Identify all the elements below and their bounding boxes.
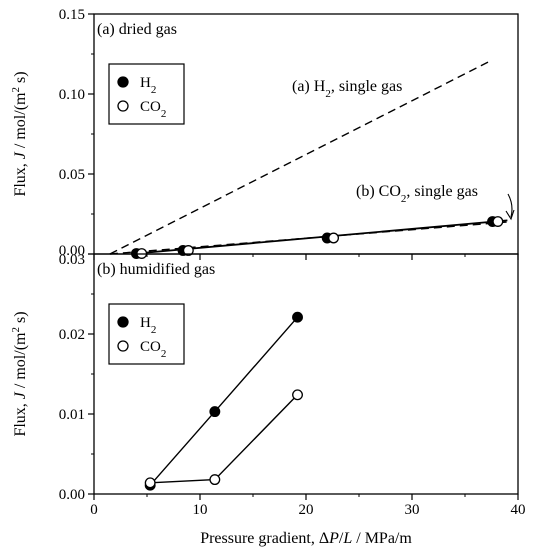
plot-frame-b <box>93 253 519 495</box>
legend-label-b: CO2 <box>140 339 166 360</box>
y-tick-label-b: 0.00 <box>59 487 85 503</box>
reference-line-label-2: (b) CO2, single gas <box>356 183 478 205</box>
x-tick-label: 20 <box>299 502 314 518</box>
panel-label-b: (b) humidified gas <box>97 261 215 278</box>
x-axis-label: Pressure gradient, ΔP/L / MPa/m <box>200 530 412 547</box>
y-axis-label-a: Flux, J / mol/(m2 s) <box>10 71 29 196</box>
y-tick-label-a: 0.10 <box>59 87 85 103</box>
reference-line-label-1: (a) H2, single gas <box>292 78 402 100</box>
y-axis-label-b: Flux, J / mol/(m2 s) <box>10 311 29 436</box>
data-point-h2 <box>209 406 221 418</box>
legend-label-a: CO2 <box>140 99 166 120</box>
x-tick-label: 0 <box>90 502 98 518</box>
x-tick-label: 30 <box>405 502 420 518</box>
data-point-co2 <box>182 245 194 256</box>
legend-marker-a <box>117 76 129 88</box>
legend-marker-b <box>117 316 129 328</box>
series-line-co2 <box>150 394 299 484</box>
data-point-co2 <box>492 216 504 227</box>
legend-label-b: H2 <box>140 315 156 336</box>
x-tick-label: 40 <box>511 502 526 518</box>
legend-marker-a <box>117 100 129 112</box>
reference-line-1 <box>109 59 492 255</box>
y-tick-label-b: 0.03 <box>59 252 85 268</box>
plot-frame-a <box>93 13 519 255</box>
legend-box-b <box>108 303 185 365</box>
annotation-arrow <box>507 193 513 218</box>
y-tick-label-b: 0.01 <box>59 407 85 423</box>
y-tick-label-a: 0.15 <box>59 7 85 23</box>
data-point-co2 <box>328 232 340 244</box>
y-tick-label-b: 0.02 <box>59 327 85 343</box>
legend-marker-b <box>117 340 129 352</box>
y-tick-label-a: 0.05 <box>59 167 85 183</box>
data-point-co2 <box>209 474 221 486</box>
annotation-arrowhead <box>505 209 515 221</box>
panel-b: 0.00 0.01 0.02 0.03 0 10 20 30 40 Flux, J / mol/(… <box>10 252 526 518</box>
y-tick-label-a: 0.00 <box>59 243 85 259</box>
data-point-h2 <box>292 311 303 323</box>
panel-a: 0.00 0.05 0.10 0.15 Flux, J / mol/(m2 s) (a) … <box>10 7 519 260</box>
legend-box-a <box>108 63 185 125</box>
legend-label-a: H2 <box>140 75 156 96</box>
series-line-h2 <box>149 316 299 486</box>
x-tick-label: 10 <box>193 502 208 518</box>
data-point-co2 <box>144 477 156 489</box>
panel-label-a: (a) dried gas <box>97 21 177 38</box>
data-point-co2 <box>292 389 303 401</box>
